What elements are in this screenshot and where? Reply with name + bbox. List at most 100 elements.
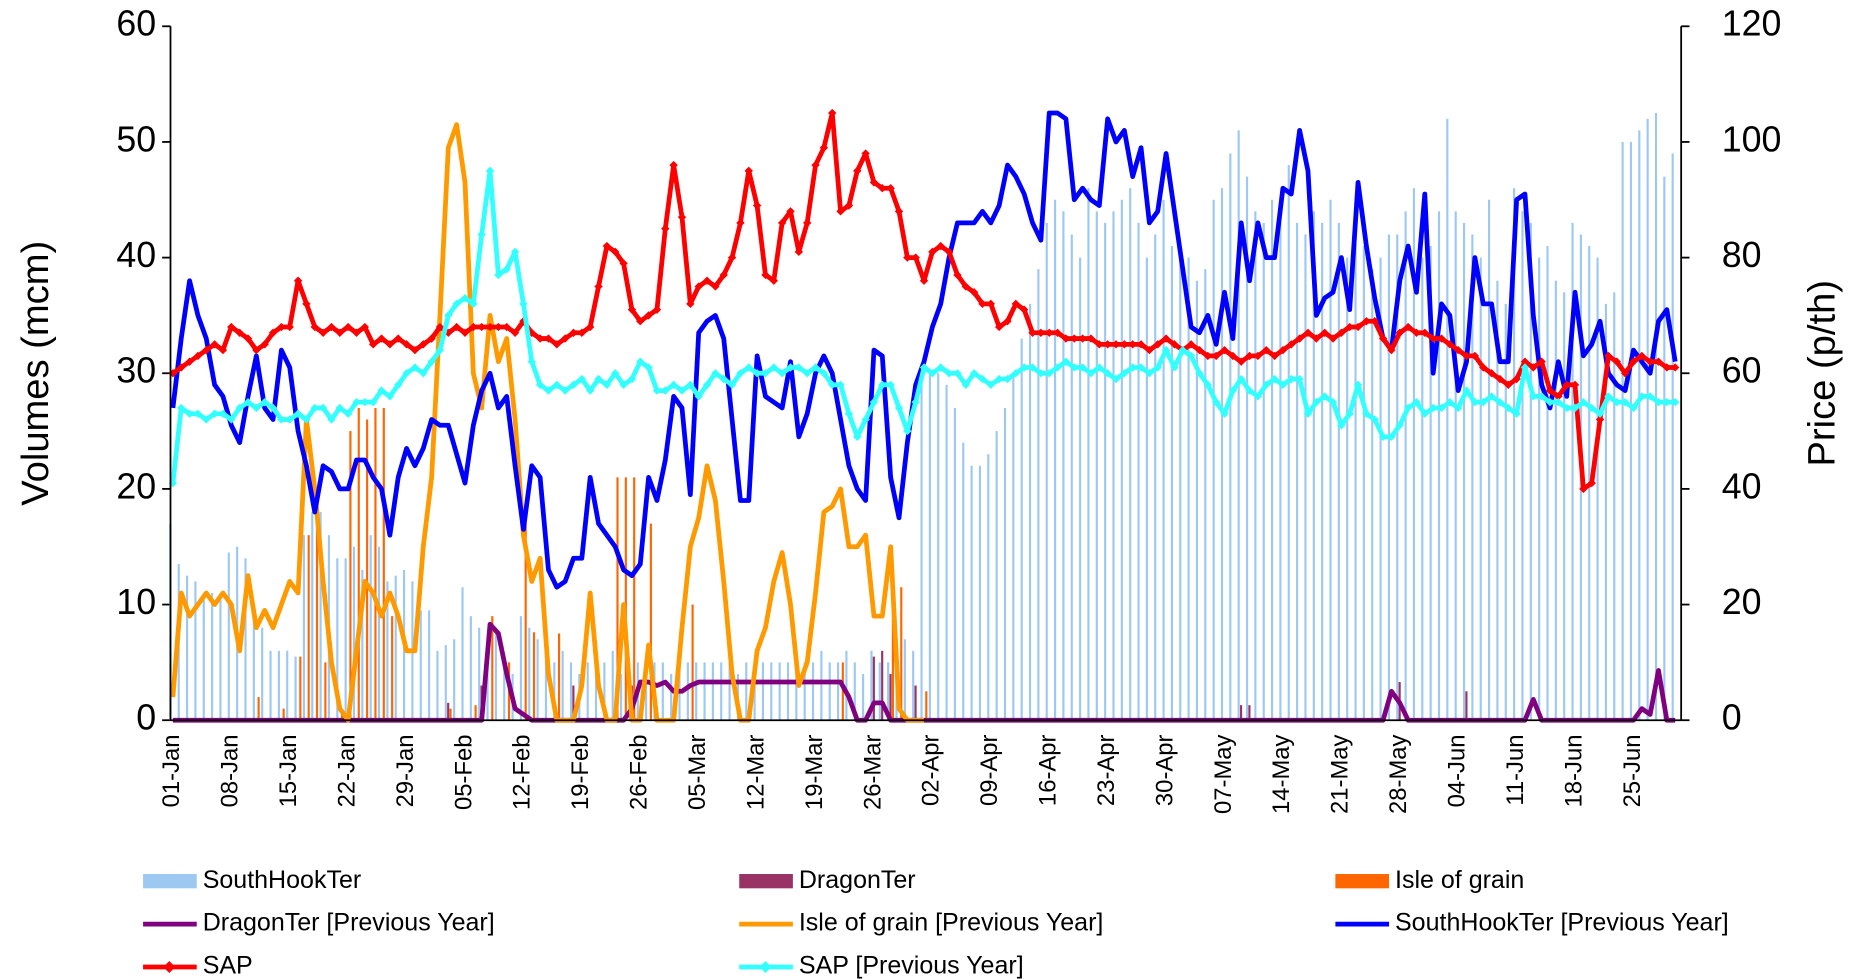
marker <box>953 369 962 378</box>
marker <box>1145 345 1154 355</box>
bar <box>1187 257 1190 721</box>
marker <box>777 369 787 378</box>
marker <box>861 415 870 424</box>
bar <box>453 639 456 721</box>
bar <box>382 407 385 721</box>
marker <box>661 224 670 233</box>
marker <box>1595 415 1605 424</box>
marker <box>394 334 403 343</box>
marker <box>752 201 762 210</box>
marker <box>402 340 411 349</box>
marker <box>185 409 194 418</box>
marker <box>1337 421 1346 430</box>
marker <box>794 247 804 256</box>
x-tick-label: 08-Jan <box>217 735 244 808</box>
bar <box>572 685 575 721</box>
bar <box>1003 407 1007 721</box>
bar <box>386 581 389 721</box>
marker <box>769 363 778 372</box>
bar <box>299 656 302 721</box>
marker <box>1111 374 1121 384</box>
marker <box>1203 351 1212 361</box>
bar <box>1538 257 1541 721</box>
x-tick-label: 11-Jun <box>1502 735 1529 806</box>
marker <box>1170 363 1179 372</box>
marker <box>519 299 528 309</box>
bar <box>862 673 865 721</box>
bar <box>1179 257 1182 721</box>
marker <box>494 270 503 280</box>
marker <box>227 322 236 332</box>
bar <box>1054 199 1057 721</box>
bar <box>419 610 422 721</box>
marker <box>1645 357 1655 366</box>
marker <box>944 247 954 256</box>
marker <box>1245 351 1254 361</box>
marker <box>1403 403 1413 413</box>
bar <box>778 662 781 721</box>
marker <box>928 369 937 378</box>
bar <box>616 477 619 721</box>
marker <box>1020 363 1029 372</box>
bar <box>1346 257 1349 721</box>
bar <box>978 465 982 721</box>
marker <box>560 334 570 343</box>
bar <box>1337 222 1340 721</box>
marker <box>1186 351 1196 361</box>
marker <box>1320 392 1329 401</box>
marker <box>1545 386 1555 395</box>
bar <box>970 465 973 721</box>
marker <box>878 184 887 193</box>
marker <box>694 282 703 291</box>
marker <box>1587 478 1596 488</box>
bar <box>357 407 360 721</box>
marker <box>1237 357 1246 366</box>
marker <box>1395 421 1404 430</box>
bar <box>1195 280 1199 721</box>
bar <box>532 632 536 721</box>
marker <box>602 380 612 389</box>
marker <box>1579 397 1588 407</box>
marker <box>1654 397 1663 407</box>
bar <box>1396 234 1399 721</box>
x-tick-label: 12-Feb <box>509 735 536 811</box>
marker <box>1403 322 1413 332</box>
marker <box>419 369 428 378</box>
marker <box>994 322 1004 332</box>
marker <box>1111 340 1121 349</box>
marker <box>1428 334 1438 343</box>
marker <box>252 403 261 413</box>
bar <box>1629 141 1633 721</box>
marker <box>1353 322 1363 332</box>
bar <box>1521 211 1524 721</box>
y2-tick-label: 40 <box>1722 466 1762 506</box>
marker <box>1161 334 1171 343</box>
bar <box>302 535 305 721</box>
marker <box>1028 363 1037 372</box>
bar <box>286 650 289 721</box>
marker <box>1454 403 1463 413</box>
x-tick-label: 28-May <box>1385 734 1412 814</box>
x-tick-label: 01-Jan <box>158 735 185 808</box>
marker <box>1662 363 1672 372</box>
marker <box>694 392 703 401</box>
marker <box>1520 363 1530 372</box>
marker <box>1562 380 1571 389</box>
y2-axis-title: Price (p/th) <box>1800 280 1843 467</box>
bar <box>1087 188 1090 721</box>
marker <box>185 357 194 366</box>
marker <box>260 397 269 407</box>
marker <box>1128 363 1137 372</box>
x-tick-label: 19-Feb <box>567 735 594 811</box>
marker <box>853 432 862 442</box>
bar <box>1321 222 1324 721</box>
bar <box>891 581 894 721</box>
legend-marker <box>759 961 772 973</box>
bar <box>1671 153 1674 721</box>
bar <box>1145 257 1148 721</box>
marker <box>1454 345 1463 355</box>
marker <box>502 264 511 274</box>
marker <box>1637 351 1646 361</box>
bar <box>1613 292 1616 721</box>
bar <box>1412 188 1416 721</box>
